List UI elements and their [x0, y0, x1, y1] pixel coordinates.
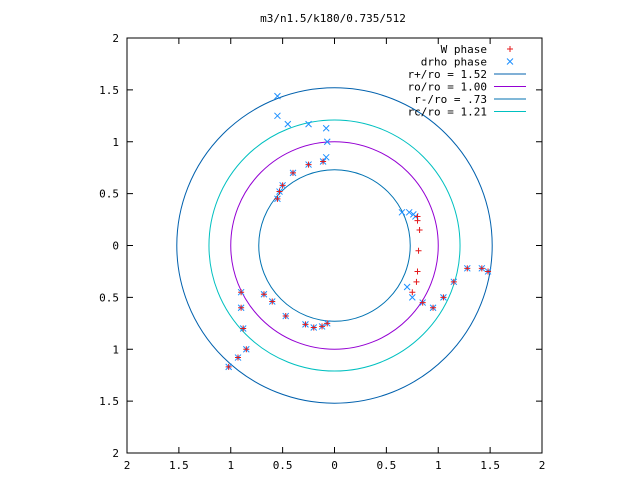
series-0-point-31 — [478, 265, 485, 272]
circle-0 — [176, 87, 493, 404]
series-0-point-12 — [260, 291, 267, 298]
series-1-point-0 — [274, 92, 281, 100]
series-0-point-27 — [430, 304, 437, 311]
series-0-point-22 — [243, 346, 250, 353]
circle-2 — [258, 169, 411, 322]
xtick-label-5: 0.5 — [376, 459, 396, 472]
ytick-label-6: 1 — [112, 343, 119, 356]
series-0-point-21 — [240, 325, 247, 332]
series-0-point-18 — [324, 320, 331, 327]
series-0-point-19 — [238, 289, 245, 296]
series-0-point-7 — [414, 217, 421, 224]
series-1-point-2 — [284, 120, 292, 128]
series-0-point-26 — [419, 299, 426, 306]
xtick-label-2: 1 — [227, 459, 234, 472]
legend-label-1: drho phase — [421, 56, 487, 69]
legend-label-5: rc/ro = 1.21 — [408, 106, 487, 119]
circle-3 — [208, 119, 461, 372]
series-0-point-11 — [413, 278, 420, 285]
series-0-point-15 — [302, 321, 309, 328]
series-layer — [225, 92, 492, 371]
series-0-point-25 — [409, 289, 416, 296]
ytick-label-7: 1.5 — [99, 395, 119, 408]
ytick-label-5: 0.5 — [99, 291, 119, 304]
series-1-point-14 — [405, 208, 413, 216]
xtick-label-6: 1 — [435, 459, 442, 472]
ytick-label-8: 2 — [112, 447, 119, 460]
series-1-point-4 — [322, 124, 330, 132]
series-0-point-13 — [269, 298, 276, 305]
series-0-point-17 — [319, 323, 326, 330]
series-0-point-24 — [225, 363, 232, 370]
series-0-point-3 — [290, 169, 296, 176]
ytick-label-4: 0 — [112, 240, 119, 253]
series-0-point-32 — [485, 268, 492, 275]
series-0-point-9 — [415, 247, 422, 254]
series-0-point-23 — [235, 354, 242, 361]
series-0-point-28 — [440, 294, 447, 301]
series-1-point-17 — [403, 283, 411, 291]
ytick-label-2: 1 — [112, 136, 119, 149]
xtick-label-1: 1.5 — [169, 459, 189, 472]
series-1-point-5 — [323, 138, 331, 146]
xtick-label-0: 2 — [124, 459, 131, 472]
xtick-label-3: 0.5 — [273, 459, 293, 472]
circle-1 — [230, 141, 439, 350]
series-0-point-16 — [310, 324, 317, 331]
xtick-label-8: 2 — [539, 459, 546, 472]
reference-circles — [176, 87, 493, 404]
series-0-point-8 — [416, 226, 423, 233]
series-1-point-6 — [322, 153, 330, 161]
series-0-point-1 — [276, 188, 283, 195]
series-0-point-20 — [238, 304, 245, 311]
legend-label-4: r-/ro = .73 — [414, 93, 487, 106]
series-0-point-29 — [450, 278, 457, 285]
ytick-label-1: 1.5 — [99, 84, 119, 97]
series-0-point-4 — [305, 161, 312, 168]
xtick-label-4: 0 — [331, 459, 338, 472]
series-0-point-5 — [320, 158, 327, 165]
xtick-label-7: 1.5 — [480, 459, 500, 472]
ytick-label-0: 2 — [112, 32, 119, 45]
chart-title: m3/n1.5/k180/0.735/512 — [260, 12, 406, 25]
series-0-point-2 — [279, 182, 286, 189]
legend-label-3: ro/ro = 1.00 — [408, 81, 487, 94]
legend-label-0: W phase — [441, 43, 487, 56]
legend-marker-1 — [506, 58, 514, 65]
series-0-point-14 — [282, 313, 289, 320]
legend-label-2: r+/ro = 1.52 — [408, 68, 487, 81]
series-0 — [225, 158, 492, 370]
series-1-point-1 — [274, 112, 281, 120]
series-0-point-30 — [464, 265, 471, 272]
legend-marker-0 — [507, 46, 513, 52]
series-1-point-18 — [408, 294, 416, 301]
ytick-label-3: 0.5 — [99, 188, 119, 201]
series-0-point-10 — [414, 268, 421, 275]
series-1-point-13 — [398, 208, 406, 216]
axis-ticks: 2 1.5 1 0.5 0 0.5 1 1.5 221.510.500.511.52 — [99, 32, 545, 472]
series-1-point-3 — [305, 120, 312, 128]
series-0-point-0 — [274, 195, 281, 202]
series-1 — [225, 92, 492, 371]
